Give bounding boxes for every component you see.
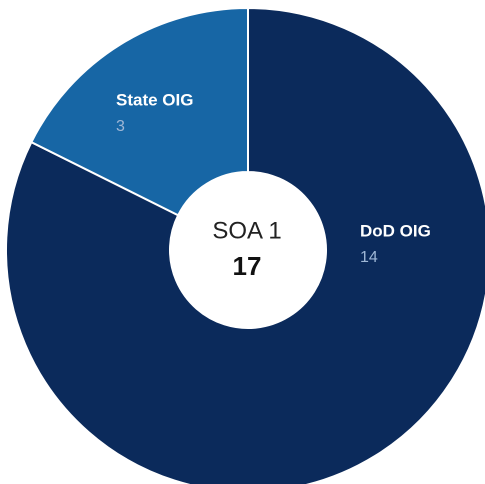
donut-segment bbox=[30, 6, 249, 217]
center-value: 17 bbox=[233, 251, 262, 281]
center-label: SOA 1 bbox=[212, 217, 281, 244]
segment-label: DoD OIG bbox=[360, 221, 431, 240]
segment-label: State OIG bbox=[116, 90, 193, 109]
donut-segment bbox=[5, 6, 485, 484]
segment-value: 14 bbox=[360, 249, 378, 266]
segment-value: 3 bbox=[116, 118, 125, 135]
